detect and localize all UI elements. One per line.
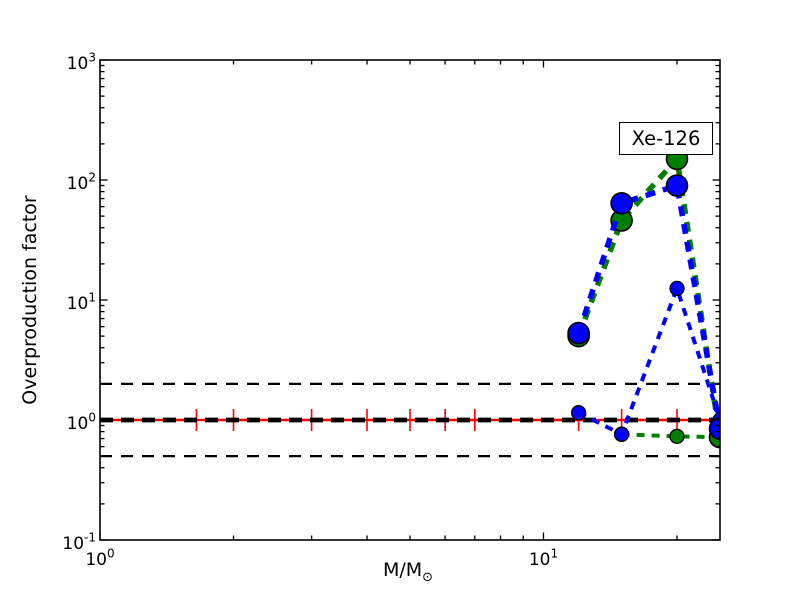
y-axis-label: Overproduction factor xyxy=(19,195,41,405)
y-axis-tick-label: 10-1 xyxy=(62,531,96,555)
series-blue-secondary xyxy=(570,280,720,442)
data-point-green-secondary xyxy=(669,428,685,445)
data-point-blue-primary xyxy=(665,174,689,197)
axis-ticks xyxy=(99,59,720,541)
data-point-blue-secondary xyxy=(570,405,587,421)
data-point-blue-secondary xyxy=(669,280,685,297)
x-axis-tick-label: 101 xyxy=(529,547,558,571)
sun-symbol: ⊙ xyxy=(422,570,434,585)
y-axis-tick-label: 100 xyxy=(67,411,96,435)
isotope-annotation: Xe-126 xyxy=(619,122,713,155)
y-axis-tick-label: 102 xyxy=(67,171,96,195)
series-line-green-secondary xyxy=(621,432,720,440)
series-blue-primary xyxy=(567,174,720,440)
y-axis-tick-label: 101 xyxy=(67,291,96,315)
y-axis-tick-label: 103 xyxy=(67,51,96,75)
data-point-blue-primary xyxy=(567,321,590,345)
data-point-blue-secondary xyxy=(613,426,630,442)
series-line-blue-secondary xyxy=(577,282,720,438)
data-point-blue-primary xyxy=(610,192,633,215)
x-axis-label-main: M/M xyxy=(382,559,423,581)
data-point-blue-primary xyxy=(708,417,720,440)
x-axis-label: M/M⊙ xyxy=(383,559,433,585)
series-line-blue-primary xyxy=(575,181,720,429)
x-axis-tick-label: 100 xyxy=(85,547,114,571)
